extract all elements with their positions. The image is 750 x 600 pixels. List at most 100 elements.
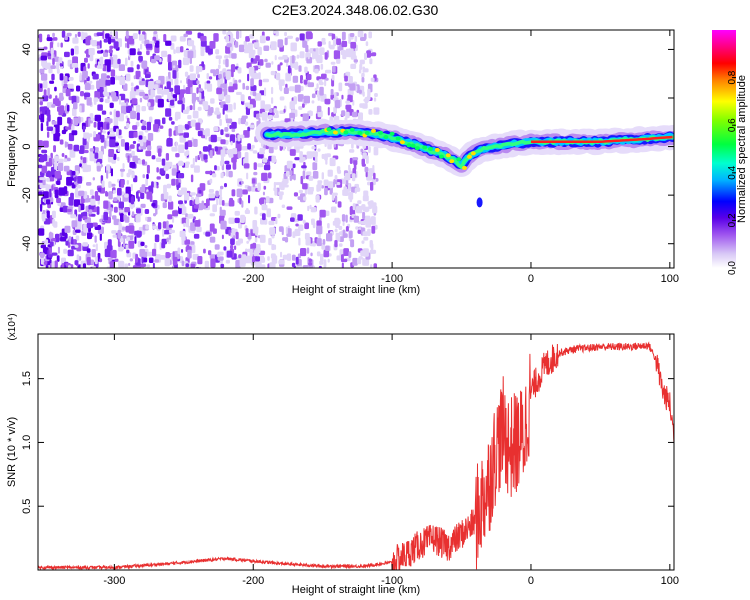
spectrogram-noise-cell — [54, 155, 60, 162]
spectrogram-noise-cell — [124, 98, 129, 103]
spectrogram-noise-cell — [270, 41, 277, 51]
spectrogram-noise-cell — [43, 261, 48, 265]
spectrogram-noise-cell — [118, 201, 124, 209]
spectrogram-noise-cell — [215, 49, 220, 55]
spectrogram-noise-cell — [238, 254, 242, 259]
spectrogram-noise-cell — [348, 48, 354, 58]
snr-y-tick-label: 1.0 — [21, 435, 33, 450]
spectrogram-noise-cell — [286, 253, 292, 261]
spectrogram-noise-cell — [112, 234, 118, 238]
spectrogram-plot-area — [38, 30, 674, 268]
spectrogram-noise-cell — [59, 92, 64, 101]
spectrogram-noise-cell — [172, 216, 175, 223]
spectrogram-noise-cell — [204, 159, 208, 163]
spectrogram-noise-cell — [109, 261, 115, 268]
spectrogram-noise-cell — [129, 48, 136, 56]
spectrogram-noise-cell — [162, 221, 167, 229]
spectrogram-noise-cell — [97, 104, 103, 111]
spectrogram-noise-cell — [370, 264, 373, 268]
spectrogram-noise-cell — [117, 187, 122, 196]
spectrogram-noise-cell — [126, 117, 130, 124]
spectrogram-noise-cell — [193, 204, 199, 209]
spectrogram-noise-cell — [128, 240, 135, 249]
spectrogram-noise-cell — [220, 172, 224, 179]
spectrogram-ridge-peak — [470, 151, 476, 156]
spectrogram-noise-cell — [165, 153, 169, 161]
spectrogram-noise-cell — [181, 260, 185, 267]
spectrogram-noise-cell — [78, 190, 85, 196]
spectrogram-ridge-peak — [343, 130, 349, 135]
spectrogram-noise-cell — [124, 142, 130, 151]
spectrogram-noise-cell — [73, 199, 80, 207]
spectrogram-noise-cell — [204, 81, 207, 90]
spectrogram-noise-cell — [175, 179, 179, 185]
spectrogram-noise-cell — [247, 126, 251, 132]
spectrogram-noise-cell — [274, 55, 277, 61]
spectrogram-noise-cell — [277, 213, 281, 219]
spectrogram-noise-cell — [304, 222, 309, 230]
spectrogram-noise-cell — [220, 149, 226, 157]
spectrogram-noise-cell — [306, 31, 312, 40]
spectrogram-noise-cell — [109, 133, 116, 137]
spectrogram-noise-cell — [125, 30, 129, 39]
spectrogram-noise-cell — [237, 134, 241, 142]
spectrogram-noise-cell — [248, 51, 255, 59]
spectrogram-noise-cell — [348, 251, 352, 258]
spectrogram-noise-cell — [271, 97, 274, 104]
spectrogram-noise-cell — [168, 71, 171, 80]
spectrogram-noise-cell — [214, 244, 220, 250]
snr-plot-area — [38, 341, 674, 570]
spectrogram-noise-cell — [82, 263, 86, 268]
spectrogram-noise-cell — [232, 148, 238, 155]
spectrogram-noise-cell — [263, 45, 270, 51]
spectrogram-noise-cell — [140, 192, 145, 199]
spectrogram-noise-cell — [261, 112, 268, 121]
spectrogram-noise-cell — [117, 156, 120, 162]
spectrogram-noise-cell — [66, 208, 72, 212]
spectrogram-noise-cell — [93, 121, 97, 128]
spectrogram-noise-cell — [202, 205, 206, 210]
spectrogram-noise-cell — [224, 88, 228, 97]
spectrogram-noise-cell — [334, 195, 338, 204]
spectrogram-noise-cell — [171, 121, 175, 125]
spectrogram-noise-cell — [242, 189, 248, 195]
spectrogram-noise-cell — [106, 63, 111, 72]
spectrogram-noise-cell — [187, 115, 192, 120]
spectrogram-noise-cell — [146, 50, 150, 56]
spectrogram-noise-cell — [87, 232, 92, 240]
spectrogram-noise-cell — [284, 237, 289, 243]
spectrogram-noise-cell — [170, 43, 175, 50]
spectrogram-noise-cell — [359, 63, 363, 70]
spectrogram-noise-cell — [336, 38, 341, 45]
spectrogram-noise-cell — [129, 258, 133, 262]
spectrogram-noise-cell — [293, 265, 297, 268]
spectrogram-noise-cell — [48, 157, 52, 165]
spectrogram-noise-cell — [67, 265, 71, 268]
spectrogram-noise-cell — [221, 200, 225, 206]
spectrogram-noise-cell — [326, 233, 333, 242]
spectrogram-noise-cell — [153, 84, 159, 90]
spectrogram-noise-cell — [45, 199, 51, 205]
spectrogram-noise-cell — [222, 30, 227, 35]
spectrogram-noise-cell — [266, 208, 271, 218]
spectrogram-noise-cell — [59, 139, 64, 145]
spectrogram-noise-cell — [50, 152, 53, 160]
spectrogram-noise-cell — [289, 112, 295, 120]
spectrogram-noise-cell — [79, 163, 82, 167]
spectrogram-noise-cell — [195, 65, 199, 75]
spectrogram-noise-cell — [146, 121, 151, 131]
spectrogram-noise-cell — [145, 216, 148, 221]
spectrogram-noise-cell — [226, 250, 233, 258]
spectrogram-noise-cell — [96, 41, 101, 47]
spectrogram-noise-cell — [353, 59, 358, 63]
spectrogram-noise-cell — [327, 258, 330, 263]
spectrogram-noise-cell — [48, 254, 53, 258]
spectrogram-noise-cell — [196, 80, 200, 85]
spectrogram-noise-cell — [320, 63, 324, 70]
spectrogram-noise-cell — [357, 200, 362, 204]
spectrogram-noise-cell — [290, 217, 295, 222]
spectrogram-noise-cell — [193, 233, 200, 239]
spectrogram-noise-cell — [42, 140, 49, 148]
spectrogram-noise-cell — [111, 230, 117, 234]
spectrogram-noise-cell — [373, 172, 376, 180]
